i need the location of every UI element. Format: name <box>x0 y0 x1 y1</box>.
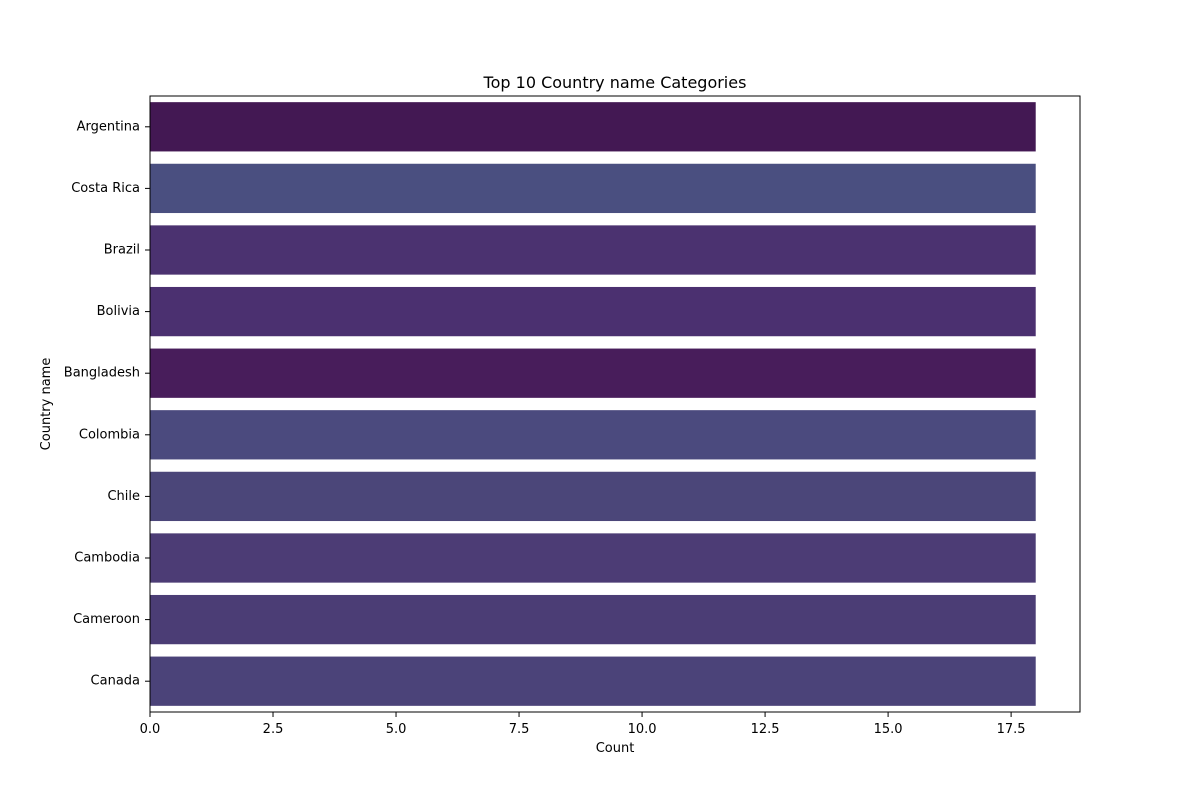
y-tick-label: Costa Rica <box>71 181 140 196</box>
x-axis-label: Count <box>596 741 635 756</box>
x-tick-label: 12.5 <box>751 722 780 737</box>
y-tick-label: Chile <box>107 489 140 504</box>
bar-colombia <box>150 410 1036 460</box>
y-axis-label: Country name <box>39 358 54 451</box>
x-tick-label: 2.5 <box>263 722 284 737</box>
y-tick-label: Colombia <box>79 427 140 442</box>
x-tick-label: 0.0 <box>140 722 161 737</box>
x-tick-label: 5.0 <box>386 722 407 737</box>
y-tick-label: Cambodia <box>74 551 140 566</box>
y-tick-label: Argentina <box>77 119 140 134</box>
y-tick-label: Bangladesh <box>64 366 140 381</box>
bar-cambodia <box>150 533 1036 583</box>
bar-brazil <box>150 225 1036 275</box>
x-axis-ticks: 0.0 2.5 5.0 7.5 10.0 12.5 15.0 17.5 <box>140 712 1026 737</box>
x-tick-label: 10.0 <box>628 722 657 737</box>
y-tick-label: Cameroon <box>73 612 140 627</box>
bar-cameroon <box>150 594 1036 645</box>
y-tick-label: Canada <box>91 674 140 689</box>
x-tick-label: 7.5 <box>509 722 530 737</box>
bar-bangladesh <box>150 348 1036 398</box>
bar-chile <box>150 471 1036 522</box>
bar-bolivia <box>150 286 1036 337</box>
y-axis-ticks: Argentina Costa Rica Brazil Bolivia Banglade… <box>64 119 150 689</box>
bar-argentina <box>150 102 1036 152</box>
bar-canada <box>150 656 1036 706</box>
y-tick-label: Brazil <box>104 243 140 258</box>
plot-frame <box>149 95 1081 713</box>
x-tick-label: 15.0 <box>874 722 903 737</box>
y-tick-label: Bolivia <box>97 304 140 319</box>
x-tick-label: 17.5 <box>997 722 1026 737</box>
bar-costa-rica <box>150 163 1036 214</box>
chart-title: Top 10 Country name Categories <box>483 73 747 92</box>
bars-group <box>150 102 1036 706</box>
